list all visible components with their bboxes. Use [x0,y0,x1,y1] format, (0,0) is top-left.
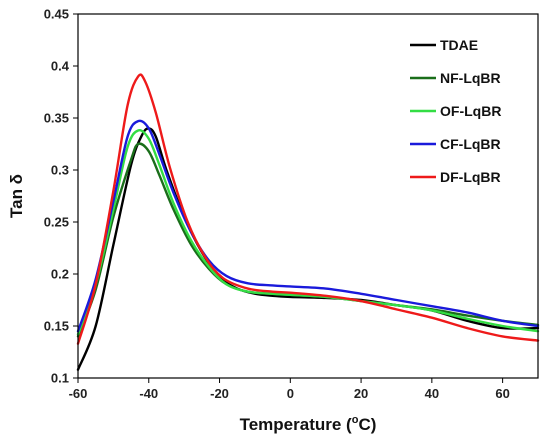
plot-area [76,73,540,371]
x-tick-label: 0 [287,386,294,401]
x-tick-label: -20 [210,386,229,401]
x-tick-label: -60 [69,386,88,401]
y-tick-label: 0.15 [44,319,69,334]
y-tick-label: 0.25 [44,215,69,230]
y-tick-label: 0.3 [51,163,69,178]
series-line-of-lqbr [76,129,540,336]
x-tick-label: 20 [354,386,368,401]
series-line-tdae [76,127,540,371]
legend-label-nf-lqbr: NF-LqBR [440,70,501,86]
y-axis-title: Tan δ [7,174,26,218]
y-tick-label: 0.35 [44,111,69,126]
series-line-cf-lqbr [76,119,540,333]
x-tick-label: -40 [139,386,158,401]
x-axis-title: Temperature (oC) [240,414,377,434]
y-tick-label: 0.45 [44,7,69,22]
plot-frame [77,13,539,379]
legend: TDAE NF-LqBR OF-LqBR CF-LqBR DF-LqBR [410,37,501,185]
legend-label-tdae: TDAE [440,37,478,53]
x-tick-label: 40 [425,386,439,401]
y-tick-label: 0.4 [51,59,70,74]
y-tick-label: 0.1 [51,371,69,386]
y-tick-label: 0.2 [51,267,69,282]
series-line-df-lqbr [76,73,540,345]
x-tick-label: 60 [495,386,509,401]
x-axis: -60 -40 -20 0 20 40 60 [69,378,510,401]
legend-label-df-lqbr: DF-LqBR [440,169,501,185]
legend-label-of-lqbr: OF-LqBR [440,103,501,119]
legend-label-cf-lqbr: CF-LqBR [440,136,501,152]
y-axis: 0.1 0.15 0.2 0.25 0.3 0.35 0.4 0.45 [44,7,78,386]
